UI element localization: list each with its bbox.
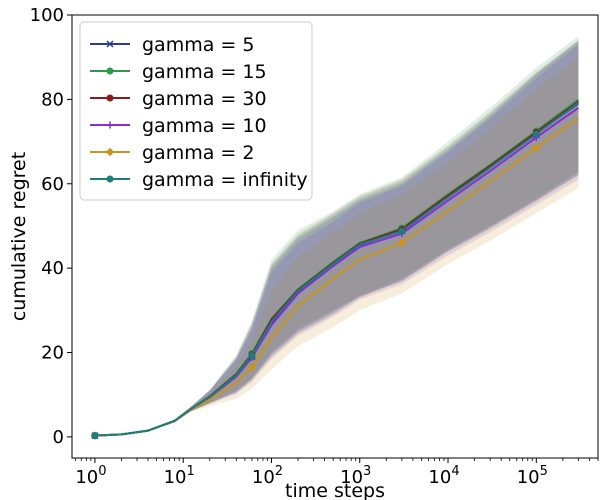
- marker-series-4-12: [397, 238, 407, 248]
- legend-marker-0: [106, 40, 114, 48]
- x-tick-label: 102: [252, 464, 283, 488]
- line-series-5: [94, 101, 579, 437]
- marker-series-5-0: [91, 432, 99, 440]
- legend-label-3: gamma = 10: [142, 115, 267, 137]
- legend-label-1: gamma = 15: [142, 61, 267, 83]
- legend-marker-2: [106, 94, 114, 102]
- legend-marker-3: [106, 121, 114, 129]
- y-tick-label: 60: [41, 174, 64, 195]
- legend-label-5: gamma = infinity: [142, 169, 308, 191]
- marker-series-5-7: [248, 351, 256, 359]
- series-markers: [90, 127, 541, 440]
- x-axis: 100 101 102 103 104 105: [74, 458, 599, 488]
- legend-label-4: gamma = 2: [142, 142, 254, 164]
- x-tick-label: 100: [75, 464, 106, 488]
- legend-marker-1: [106, 67, 114, 75]
- y-tick-label: 40: [41, 258, 64, 279]
- marker-series-4-15: [532, 143, 541, 153]
- x-tick-label: 105: [517, 464, 548, 488]
- legend-marker-4: [105, 147, 115, 157]
- confidence-bands: [94, 36, 579, 436]
- legend-label-0: gamma = 5: [142, 34, 254, 56]
- band-series-2: [94, 40, 579, 436]
- band-series-1: [94, 36, 579, 436]
- legend: gamma = 5 gamma = 15 gamma = 30 gamma = 10 g…: [79, 21, 313, 201]
- x-tick-label: 101: [164, 464, 195, 488]
- y-tick-label: 100: [30, 5, 64, 26]
- y-axis: 0 20 40 60 80 100: [30, 5, 72, 448]
- x-axis-title: time steps: [285, 480, 385, 500]
- y-axis-title: cumulative regret: [8, 152, 30, 321]
- marker-series-5-15: [532, 130, 540, 138]
- y-tick-label: 0: [53, 427, 64, 448]
- x-tick-label: 103: [340, 464, 371, 488]
- marker-series-4-7: [247, 363, 257, 372]
- band-series-3: [94, 44, 579, 436]
- y-tick-label: 20: [41, 343, 64, 364]
- legend-box: [79, 21, 313, 201]
- band-series-4: [94, 57, 579, 436]
- y-tick-label: 80: [41, 89, 64, 110]
- series-lines: [94, 98, 580, 437]
- plot-frame: [71, 14, 599, 459]
- legend-label-2: gamma = 30: [142, 88, 267, 110]
- legend-marker-5: [106, 175, 114, 183]
- x-tick-label: 104: [428, 464, 459, 488]
- band-series-0: [94, 40, 579, 436]
- band-series-5: [94, 42, 579, 436]
- marker-series-5-12: [398, 227, 406, 235]
